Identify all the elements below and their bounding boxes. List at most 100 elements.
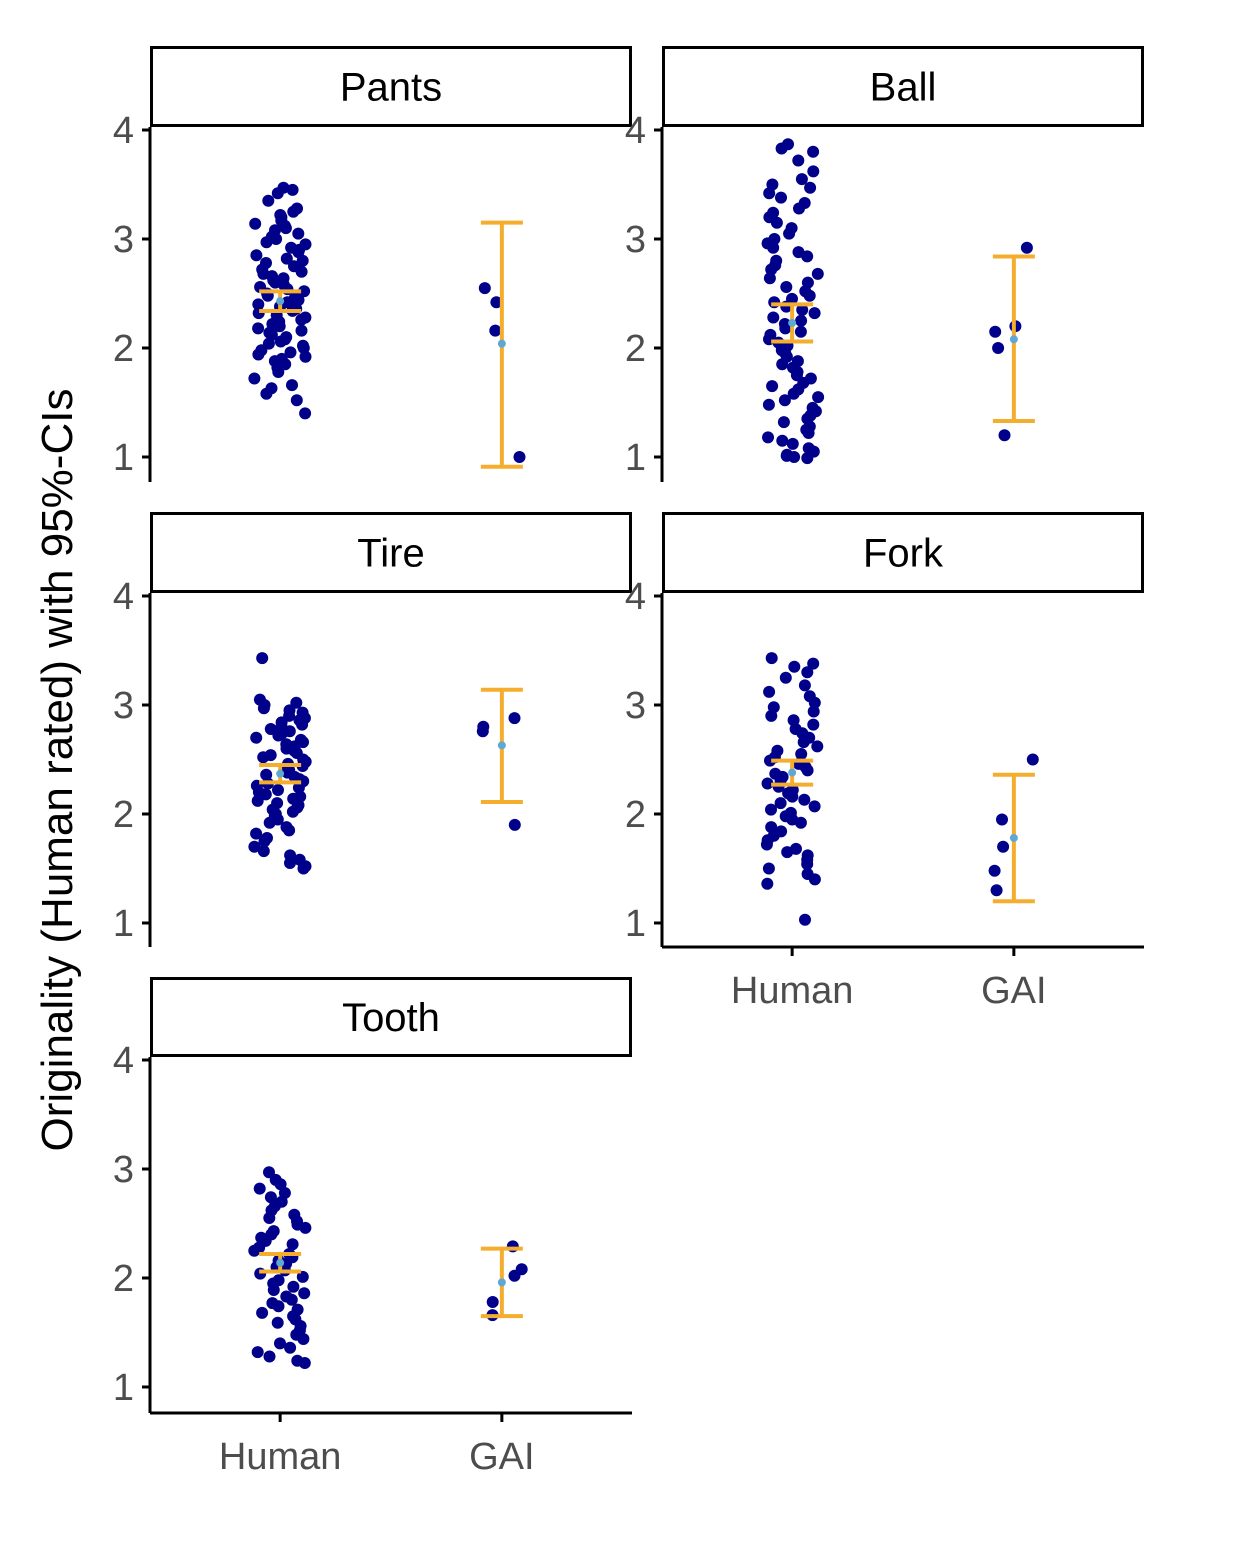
data-point — [270, 233, 283, 245]
data-point — [786, 790, 799, 803]
data-point — [1020, 241, 1033, 254]
data-point — [295, 324, 308, 337]
mean-marker — [1009, 833, 1018, 842]
data-point — [486, 1296, 499, 1308]
y-axis-label: Originality (Human rated) with 95%-CIs — [33, 389, 82, 1152]
y-tick-label: 4 — [113, 1040, 134, 1082]
x-tick-label-human: Human — [219, 1436, 342, 1478]
x-tick-label-gai: GAI — [981, 970, 1046, 1012]
data-point — [286, 183, 299, 196]
data-point — [250, 827, 263, 840]
panel-strip — [150, 977, 632, 1057]
data-point — [761, 877, 774, 890]
data-point — [988, 864, 1001, 877]
data-point — [260, 236, 273, 249]
data-point — [250, 731, 263, 744]
y-tick-label: 4 — [113, 110, 134, 152]
data-point — [248, 840, 261, 853]
data-point — [798, 793, 811, 806]
data-point — [273, 320, 286, 333]
panel-title: Tooth — [342, 996, 440, 1040]
data-point — [489, 324, 502, 337]
data-point — [251, 1346, 264, 1359]
mean-marker — [276, 1258, 285, 1267]
mean-marker — [276, 297, 285, 306]
data-point — [803, 289, 816, 302]
data-point — [774, 797, 787, 810]
data-point — [287, 1280, 300, 1293]
y-tick-label: 2 — [113, 328, 134, 370]
data-point — [295, 265, 308, 278]
data-point — [763, 685, 776, 698]
data-point — [508, 712, 521, 725]
data-point — [801, 764, 814, 777]
data-point — [298, 285, 311, 298]
data-point — [787, 387, 800, 400]
data-point — [508, 1269, 521, 1282]
y-tick-label: 4 — [113, 576, 134, 618]
data-point — [296, 254, 309, 267]
data-point — [794, 325, 807, 338]
data-point — [762, 398, 775, 411]
data-point — [998, 429, 1011, 442]
data-point — [799, 913, 811, 926]
data-point — [296, 1270, 309, 1283]
data-point — [801, 858, 814, 871]
data-point — [807, 718, 820, 731]
x-tick-label-human: Human — [731, 970, 854, 1012]
data-point — [506, 1240, 519, 1253]
data-point — [287, 205, 300, 218]
data-point — [260, 387, 273, 400]
data-point — [763, 272, 776, 285]
data-point — [801, 452, 814, 465]
data-point — [252, 348, 265, 361]
data-point — [812, 391, 825, 404]
panel-fork: Fork 1 2 3 4 Human GAI — [625, 512, 1144, 1012]
data-point — [781, 846, 794, 859]
data-point — [248, 372, 261, 385]
data-point — [249, 217, 262, 230]
data-point — [299, 350, 312, 363]
data-point — [760, 838, 773, 851]
data-point — [256, 652, 269, 665]
data-point — [766, 380, 779, 393]
data-point — [770, 216, 783, 229]
data-point — [808, 696, 821, 709]
data-point — [280, 252, 293, 265]
data-point — [763, 187, 776, 200]
data-point — [296, 718, 309, 731]
panel-title: Ball — [870, 66, 937, 110]
mean-marker — [276, 769, 285, 778]
data-point — [779, 322, 792, 335]
data-point — [284, 1341, 297, 1354]
data-point — [775, 142, 788, 155]
y-tick-label: 3 — [113, 219, 134, 261]
data-point — [804, 181, 817, 194]
y-tick-label: 1 — [113, 1367, 134, 1409]
data-point — [786, 437, 799, 450]
data-point — [793, 202, 805, 215]
panel-tooth: Tooth 1 2 3 4 Human GAI — [113, 977, 632, 1478]
y-tick-label: 2 — [113, 794, 134, 836]
data-point — [297, 1333, 310, 1345]
data-point — [776, 434, 789, 447]
mean-marker — [497, 1278, 506, 1287]
data-point — [490, 296, 503, 309]
panel-strip — [662, 512, 1144, 593]
panel-pants: Pants 1 2 3 4 — [113, 46, 632, 482]
data-point — [808, 307, 821, 320]
data-point — [478, 282, 491, 295]
panel-strip — [150, 46, 632, 127]
y-tick-label: 3 — [113, 685, 134, 727]
data-point — [298, 1357, 311, 1369]
y-tick-label: 1 — [625, 437, 646, 479]
data-point — [807, 145, 820, 158]
data-point — [298, 1287, 311, 1300]
y-tick-label: 1 — [625, 903, 646, 945]
data-point — [764, 754, 776, 767]
data-point — [807, 657, 820, 670]
data-point — [254, 1267, 267, 1280]
y-tick-label: 1 — [113, 903, 134, 945]
facet-panels: Pants 1 2 3 4 Ball 1 2 3 4 Tire 1 2 3 4 Fork 1 2 3 4 Human GA… — [113, 46, 1144, 1478]
